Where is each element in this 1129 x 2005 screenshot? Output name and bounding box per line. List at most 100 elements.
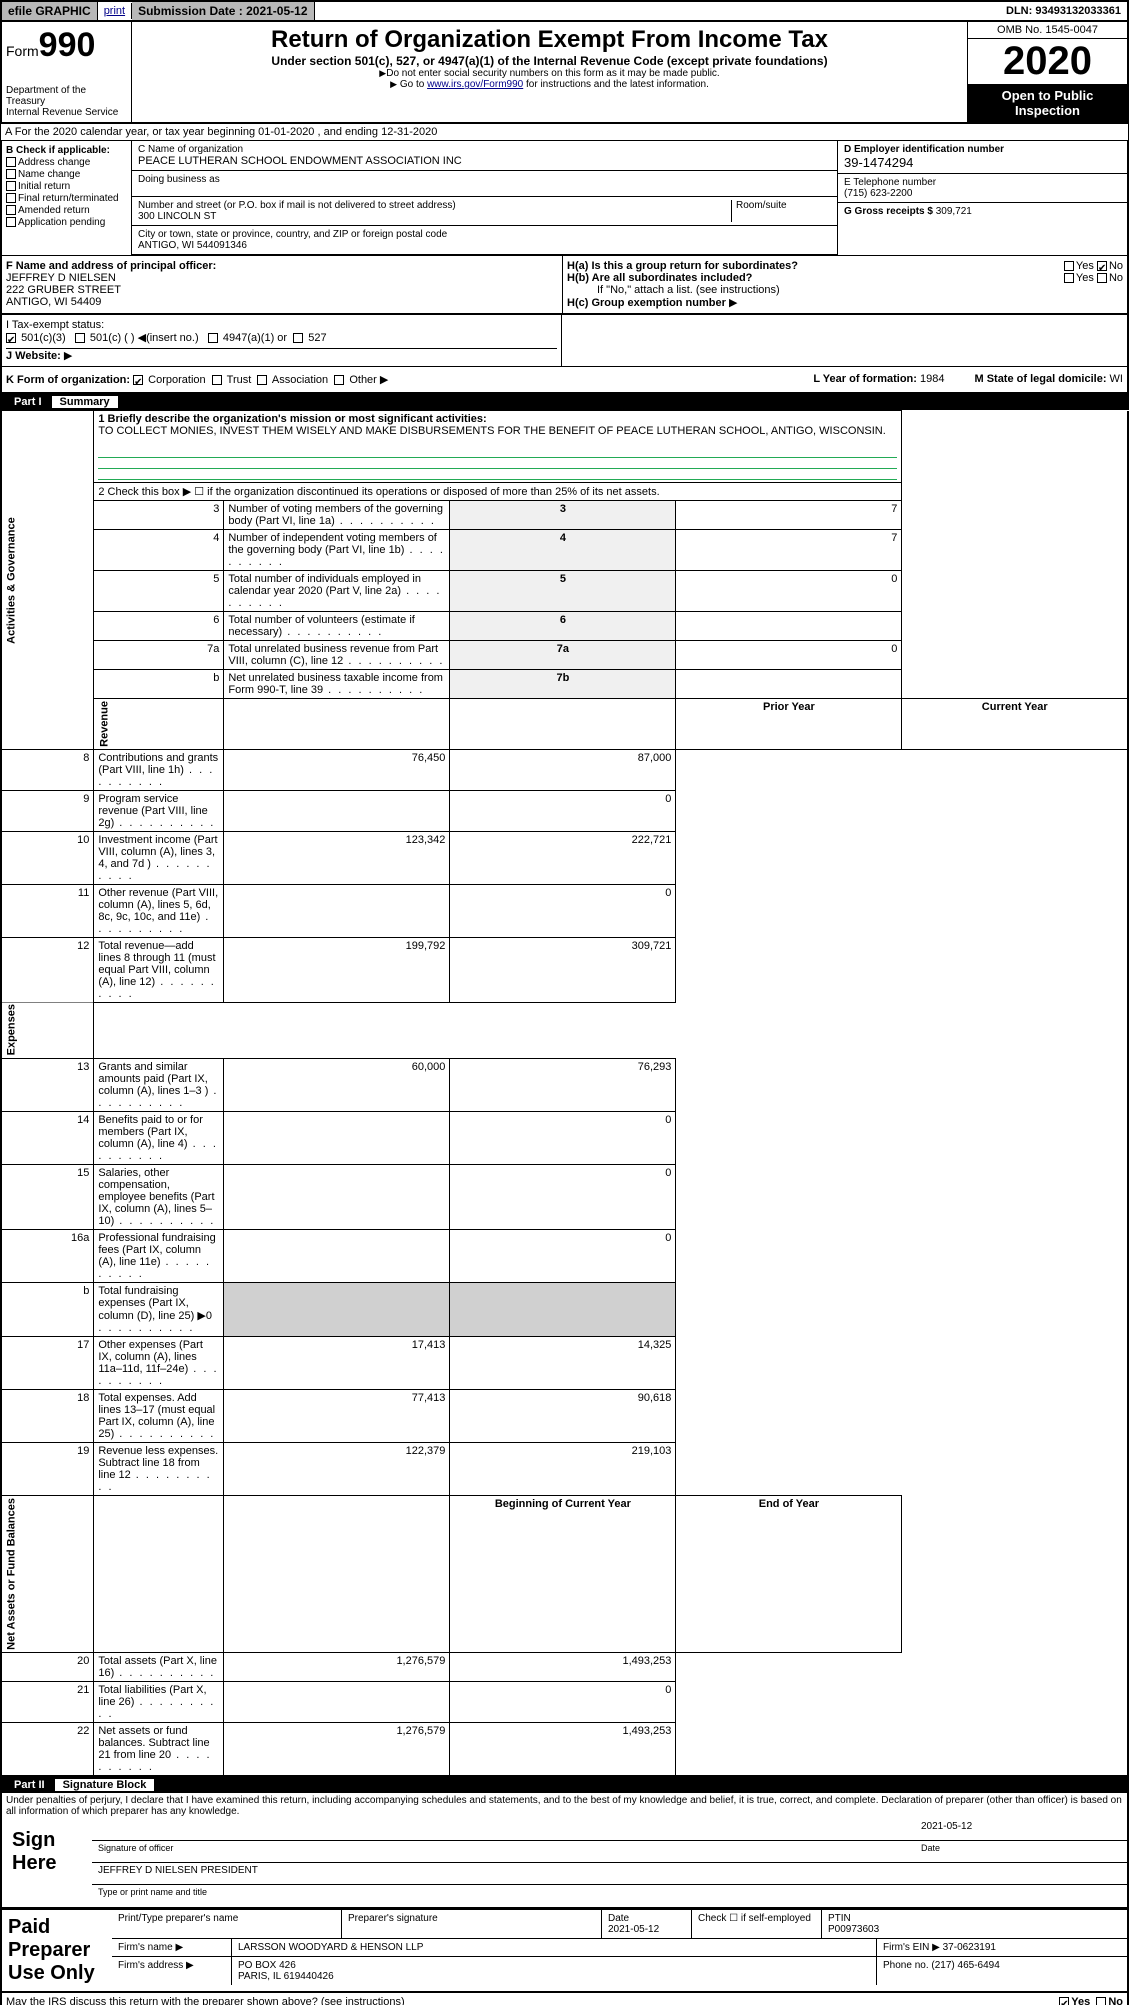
prior-year-value: [224, 1230, 450, 1283]
line-num: 11: [1, 884, 94, 937]
line-value: [676, 612, 902, 641]
line-text: Program service revenue (Part VIII, line…: [94, 790, 224, 831]
sig-date: 2021-05-12: [921, 1821, 1121, 1838]
city-label: City or town, state or province, country…: [138, 229, 831, 240]
current-year-value: 1,493,253: [450, 1723, 676, 1777]
prior-year-value: [224, 1112, 450, 1165]
prior-year-value: 1,276,579: [224, 1653, 450, 1682]
self-emp: Check ☐ if self-employed: [692, 1910, 822, 1938]
type-label: Type or print name and title: [98, 1887, 207, 1905]
tax-year-range: A For the 2020 calendar year, or tax yea…: [0, 124, 1129, 141]
form-org-label: K Form of organization:: [6, 374, 130, 386]
line-text: Total expenses. Add lines 13–17 (must eq…: [94, 1390, 224, 1443]
line-num: 16a: [1, 1230, 94, 1283]
prep-date: 2021-05-12: [608, 1924, 659, 1935]
instructions-link[interactable]: www.irs.gov/Form990: [427, 79, 523, 90]
line-text: Total liabilities (Part X, line 26): [94, 1682, 224, 1723]
line-text: Other expenses (Part IX, column (A), lin…: [94, 1337, 224, 1390]
line-text: Total fundraising expenses (Part IX, col…: [94, 1283, 224, 1337]
line-box: 7a: [450, 641, 676, 670]
efile-topbar: efile GRAPHIC print Submission Date : 20…: [0, 0, 1129, 22]
prior-year-value: [224, 884, 450, 937]
current-year-value: 219,103: [450, 1443, 676, 1496]
prior-year-value: [224, 1682, 450, 1723]
paid-preparer-label: Paid Preparer Use Only: [2, 1910, 112, 1991]
line-text: Revenue less expenses. Subtract line 18 …: [94, 1443, 224, 1496]
line-text: Grants and similar amounts paid (Part IX…: [94, 1059, 224, 1112]
current-year-value: 1,493,253: [450, 1653, 676, 1682]
officer-label: F Name and address of principal officer:: [6, 260, 216, 272]
sig-officer-label: Signature of officer: [98, 1843, 173, 1860]
tax-year: 2020: [972, 39, 1123, 84]
jurat-text: Under penalties of perjury, I declare th…: [0, 1793, 1129, 1819]
line-text: Salaries, other compensation, employee b…: [94, 1165, 224, 1230]
telephone: (715) 623-2200: [844, 188, 1121, 199]
officer-printed: JEFFREY D NIELSEN PRESIDENT: [98, 1865, 258, 1882]
line-num: 3: [94, 501, 224, 530]
line-box: 4: [450, 530, 676, 571]
line-num: 5: [94, 571, 224, 612]
form-header: Form990 Department of the Treasury Inter…: [0, 22, 1129, 124]
prior-year-value: 17,413: [224, 1337, 450, 1390]
name-label: C Name of organization: [138, 144, 831, 155]
line-value: 0: [676, 641, 902, 670]
current-year-value: 0: [450, 1165, 676, 1230]
current-year-value: 0: [450, 1230, 676, 1283]
line-num: 15: [1, 1165, 94, 1230]
gross-label: G Gross receipts $: [844, 206, 936, 217]
line-num: 8: [1, 749, 94, 790]
line-value: 7: [676, 501, 902, 530]
print-button[interactable]: print: [98, 3, 132, 19]
officer-name: JEFFREY D NIELSEN: [6, 272, 116, 284]
prior-year-value: 76,450: [224, 749, 450, 790]
current-year-value: 309,721: [450, 937, 676, 1002]
tel-label: E Telephone number: [844, 177, 1121, 188]
side-revenue: Revenue: [94, 699, 224, 750]
line-box: 5: [450, 571, 676, 612]
line-num: 10: [1, 831, 94, 884]
dba-label: Doing business as: [132, 171, 837, 197]
box-b-checkboxes: B Check if applicable: Address change Na…: [2, 141, 132, 255]
end-year-hdr: End of Year: [676, 1496, 902, 1653]
form-990-label: Form990: [6, 26, 127, 65]
current-year-value: 0: [450, 1682, 676, 1723]
prep-sig-label: Preparer's signature: [342, 1910, 602, 1938]
line-num: 13: [1, 1059, 94, 1112]
paid-preparer-block: Paid Preparer Use Only Print/Type prepar…: [0, 1909, 1129, 1993]
form-title: Return of Organization Exempt From Incom…: [136, 26, 963, 54]
form-subtitle: Under section 501(c), 527, or 4947(a)(1)…: [136, 54, 963, 68]
line-num: b: [1, 1283, 94, 1337]
state-domicile: WI: [1110, 373, 1123, 385]
line1-label: 1 Briefly describe the organization's mi…: [98, 413, 486, 425]
line-box: 7b: [450, 670, 676, 699]
line-num: 12: [1, 937, 94, 1002]
line-num: 14: [1, 1112, 94, 1165]
room-label: Room/suite: [731, 200, 831, 222]
hb-note: If "No," attach a list. (see instruction…: [567, 284, 1123, 296]
hc-label: H(c) Group exemption number: [567, 297, 726, 309]
prior-year-value: 60,000: [224, 1059, 450, 1112]
line-text: Total number of volunteers (estimate if …: [224, 612, 450, 641]
city-state-zip: ANTIGO, WI 544091346: [138, 240, 831, 251]
line-text: Total revenue—add lines 8 through 11 (mu…: [94, 937, 224, 1002]
line-num: 7a: [94, 641, 224, 670]
line-box: 6: [450, 612, 676, 641]
current-year-value: 0: [450, 1112, 676, 1165]
signature-block: Sign Here 2021-05-12 Signature of office…: [0, 1819, 1129, 1909]
line-num: b: [94, 670, 224, 699]
prep-name-label: Print/Type preparer's name: [112, 1910, 342, 1938]
prior-year-value: 77,413: [224, 1390, 450, 1443]
street-address: 300 LINCOLN ST: [138, 211, 731, 222]
current-year-value: 14,325: [450, 1337, 676, 1390]
line-num: 6: [94, 612, 224, 641]
current-year-value: 222,721: [450, 831, 676, 884]
line-num: 19: [1, 1443, 94, 1496]
firm-phone: (217) 465-6494: [931, 1960, 999, 1971]
website-label: J Website:: [6, 350, 61, 362]
begin-year-hdr: Beginning of Current Year: [450, 1496, 676, 1653]
open-public-inspection: Open to Public Inspection: [968, 84, 1127, 122]
side-netassets: Net Assets or Fund Balances: [1, 1496, 94, 1653]
line-num: 20: [1, 1653, 94, 1682]
org-info-section: B Check if applicable: Address change Na…: [0, 141, 1129, 255]
current-year-value: [450, 1283, 676, 1337]
